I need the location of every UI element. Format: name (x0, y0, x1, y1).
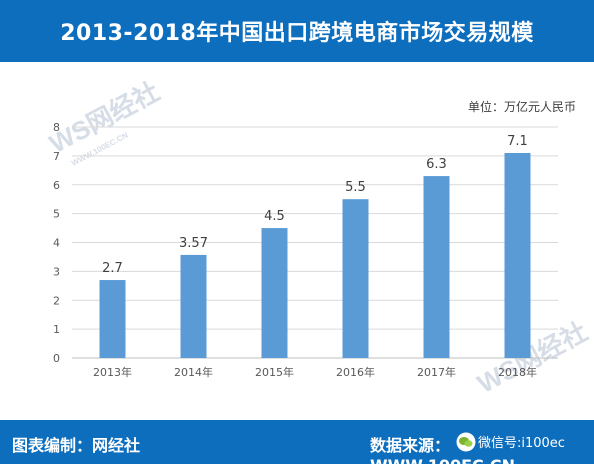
chart-title: 2013-2018年中国出口跨境电商市场交易规模 (60, 21, 534, 46)
y-tick-label: 8 (53, 121, 60, 134)
title-bar: 2013-2018年中国出口跨境电商市场交易规模 (0, 0, 594, 62)
x-tick-label: 2017年 (417, 365, 456, 379)
data-label: 2.7 (102, 261, 123, 276)
data-label: 5.5 (345, 180, 366, 195)
y-tick-label: 4 (53, 237, 60, 250)
bar (261, 228, 288, 358)
x-tick-label: 2016年 (336, 365, 375, 379)
bar (504, 152, 531, 358)
grid-lines (72, 126, 558, 359)
y-tick-labels: 0 1 2 3 4 5 6 7 8 (53, 121, 60, 365)
data-label: 6.3 (426, 157, 447, 172)
x-tick-label: 2013年 (93, 365, 132, 379)
wechat-credit-text: 微信号:i100ec (478, 436, 565, 451)
chart-frame: 2013-2018年中国出口跨境电商市场交易规模 WS网经社 WWW.100EC… (0, 0, 594, 464)
bar (99, 280, 126, 358)
data-label: 7.1 (507, 134, 528, 149)
x-tick-label: 2018年 (498, 365, 537, 379)
x-tick-labels: 2013年 2014年 2015年 2016年 2017年 2018年 (93, 365, 537, 379)
y-tick-label: 3 (53, 265, 60, 278)
unit-label: 单位：万亿元人民币 (467, 100, 576, 114)
y-tick-label: 1 (53, 323, 60, 336)
wechat-icon (456, 432, 476, 452)
data-label: 4.5 (264, 209, 285, 224)
compiled-by-text: 图表编制：网经社 (12, 436, 141, 455)
bar (342, 199, 369, 358)
data-label: 3.57 (179, 236, 208, 251)
bar (423, 176, 450, 358)
x-tick-label: 2014年 (174, 365, 213, 379)
bars (99, 152, 531, 358)
x-tick-label: 2015年 (255, 365, 294, 379)
bar-chart: 0 1 2 3 4 5 6 7 8 2.7 3.57 4.5 5.5 6.3 7.1 2013年 2014年… (53, 121, 558, 379)
y-tick-label: 7 (53, 150, 60, 163)
y-tick-label: 6 (53, 179, 60, 192)
bar (180, 254, 207, 358)
y-tick-label: 0 (53, 352, 60, 365)
footer-bar: 图表编制：网经社 数据来源：WWW.100EC.CN 微信号:i100ec (0, 420, 594, 475)
y-tick-label: 2 (53, 294, 60, 307)
value-labels: 2.7 3.57 4.5 5.5 6.3 7.1 (102, 134, 528, 276)
y-tick-label: 5 (53, 208, 60, 221)
